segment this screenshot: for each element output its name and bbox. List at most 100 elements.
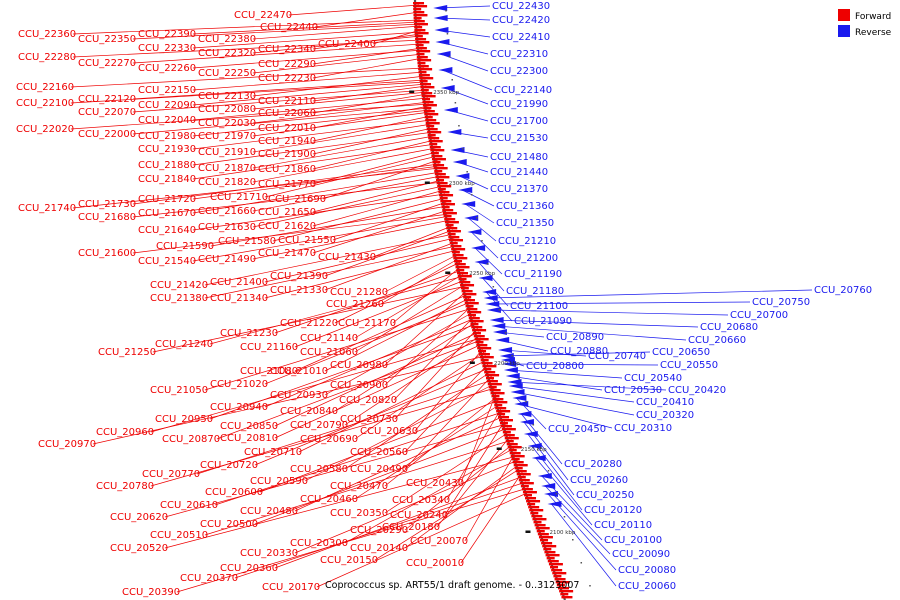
forward-feature <box>501 428 516 431</box>
forward-leader-line <box>384 289 468 366</box>
forward-feature <box>521 488 533 491</box>
forward-leader-line <box>354 351 485 440</box>
feature-dot <box>532 424 535 426</box>
forward-gene-label: CCU_20290 <box>350 525 408 536</box>
forward-gene-label: CCU_21690 <box>268 194 326 205</box>
forward-leader-line <box>72 19 420 35</box>
forward-gene-label: CCU_21650 <box>258 207 316 218</box>
forward-leader-line <box>324 241 456 291</box>
forward-leader-line <box>70 103 429 130</box>
forward-gene-label: CCU_20900 <box>330 380 388 391</box>
forward-gene-label: CCU_20240 <box>390 510 448 521</box>
forward-gene-label: CCU_20520 <box>110 543 168 554</box>
forward-leader-line <box>312 33 421 50</box>
forward-feature <box>478 353 490 356</box>
forward-feature <box>561 596 573 599</box>
forward-gene-label: CCU_21420 <box>150 280 208 291</box>
forward-feature <box>553 575 562 578</box>
forward-leader-line <box>209 323 477 420</box>
forward-leader-line <box>72 39 422 58</box>
reverse-leader-line <box>514 391 635 416</box>
forward-feature <box>443 215 452 218</box>
reverse-feature <box>483 295 498 301</box>
forward-gene-label: CCU_21240 <box>155 339 213 350</box>
reverse-feature <box>523 431 538 437</box>
forward-leader-line <box>192 143 436 180</box>
forward-feature <box>461 290 473 293</box>
reverse-gene-label: CCU_20120 <box>584 505 642 516</box>
reverse-feature <box>461 201 476 207</box>
reverse-feature <box>510 389 525 395</box>
reverse-gene-label: CCU_22430 <box>492 1 550 12</box>
forward-leader-line <box>274 343 483 439</box>
reverse-feature <box>467 229 482 235</box>
forward-feature <box>497 413 506 416</box>
forward-gene-label: CCU_20810 <box>220 433 278 444</box>
forward-feature <box>522 491 537 494</box>
forward-feature <box>432 161 441 164</box>
forward-feature <box>511 458 520 461</box>
reverse-gene-label: CCU_21210 <box>498 236 556 247</box>
forward-gene-label: CCU_22110 <box>258 96 316 107</box>
reverse-leader-line <box>490 309 729 316</box>
forward-feature <box>557 587 569 590</box>
tick-mark <box>496 447 502 450</box>
reverse-feature <box>502 361 517 367</box>
forward-leader-line <box>132 107 430 135</box>
forward-feature <box>457 275 472 278</box>
forward-feature <box>481 362 493 365</box>
forward-feature <box>487 383 502 386</box>
forward-leader-line <box>192 131 434 166</box>
forward-feature <box>434 173 446 176</box>
forward-gene-label: CCU_22040 <box>138 115 196 126</box>
forward-leader-line <box>334 321 477 412</box>
feature-dot <box>454 102 457 104</box>
forward-gene-label: CCU_20930 <box>270 390 328 401</box>
forward-leader-line <box>312 179 443 213</box>
forward-gene-label: CCU_20620 <box>110 512 168 523</box>
forward-gene-label: CCU_22330 <box>138 43 196 54</box>
forward-feature <box>464 302 479 305</box>
reverse-gene-label: CCU_21350 <box>496 218 554 229</box>
forward-feature <box>483 368 492 371</box>
forward-gene-label: CCU_22100 <box>16 98 74 109</box>
forward-gene-label: CCU_20820 <box>339 395 397 406</box>
forward-leader-line <box>252 53 423 74</box>
genome-caption: Coprococcus sp. ART55/1 draft genome. - … <box>325 580 579 591</box>
forward-feature <box>416 56 428 59</box>
forward-feature <box>494 404 503 407</box>
forward-feature <box>471 326 483 329</box>
forward-feature <box>435 176 450 179</box>
forward-feature <box>560 593 569 596</box>
forward-feature <box>442 209 454 212</box>
leader-lines <box>70 4 813 593</box>
forward-leader-line <box>264 317 476 408</box>
forward-leader-line <box>192 165 440 200</box>
forward-feature <box>419 77 434 80</box>
forward-feature <box>442 212 457 215</box>
forward-gene-label: CCU_20840 <box>280 406 338 417</box>
forward-gene-label: CCU_21400 <box>210 277 268 288</box>
forward-leader-line <box>132 79 426 100</box>
forward-gene-label: CCU_22070 <box>78 107 136 118</box>
reverse-gene-label: CCU_20410 <box>636 397 694 408</box>
forward-feature <box>413 20 425 23</box>
forward-feature <box>460 287 469 290</box>
forward-feature <box>519 482 534 485</box>
forward-leader-line <box>150 337 481 433</box>
forward-feature <box>418 71 427 74</box>
forward-gene-label: CCU_20390 <box>122 587 180 598</box>
forward-leader-line <box>312 47 423 65</box>
forward-gene-label: CCU_21680 <box>78 212 136 223</box>
feature-dot <box>540 447 542 449</box>
forward-feature <box>479 356 494 359</box>
forward-gene-label: CCU_21600 <box>78 248 136 259</box>
forward-feature <box>518 479 530 482</box>
tick-label: 2250 kbp <box>469 271 495 277</box>
forward-feature <box>508 449 517 452</box>
forward-feature <box>462 293 477 296</box>
forward-gene-label: CCU_20850 <box>220 421 278 432</box>
feature-dot <box>462 148 464 150</box>
legend-forward-swatch <box>838 9 850 21</box>
reverse-gene-label: CCU_21990 <box>490 99 548 110</box>
